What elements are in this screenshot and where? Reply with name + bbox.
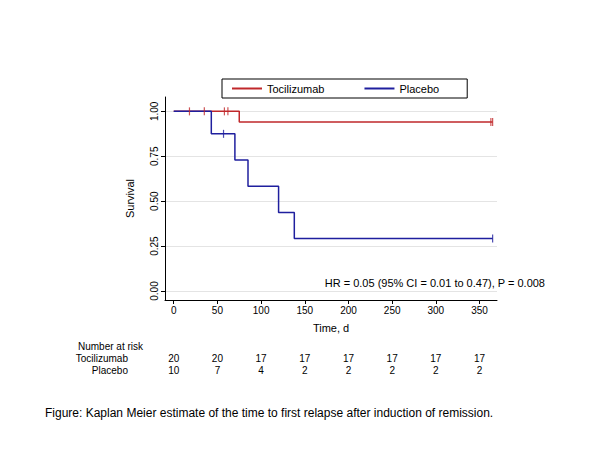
svg-text:Survival: Survival <box>124 179 136 218</box>
svg-text:0.50: 0.50 <box>149 191 160 211</box>
svg-text:Placebo: Placebo <box>92 365 129 376</box>
svg-text:0: 0 <box>171 305 177 316</box>
svg-text:17: 17 <box>256 353 268 364</box>
svg-text:150: 150 <box>296 305 313 316</box>
svg-text:Placebo: Placebo <box>399 83 439 95</box>
svg-text:2: 2 <box>346 365 352 376</box>
svg-text:Number at risk: Number at risk <box>78 341 144 352</box>
svg-text:17: 17 <box>387 353 399 364</box>
svg-text:17: 17 <box>299 353 311 364</box>
svg-text:0.00: 0.00 <box>149 281 160 301</box>
svg-text:2: 2 <box>477 365 483 376</box>
svg-text:350: 350 <box>471 305 488 316</box>
svg-text:17: 17 <box>474 353 486 364</box>
svg-text:200: 200 <box>340 305 357 316</box>
svg-text:10: 10 <box>168 365 180 376</box>
svg-text:20: 20 <box>212 353 224 364</box>
svg-text:100: 100 <box>253 305 270 316</box>
svg-text:2: 2 <box>302 365 308 376</box>
svg-text:HR = 0.05 (95% CI = 0.01 to 0.: HR = 0.05 (95% CI = 0.01 to 0.47), P = 0… <box>325 277 545 289</box>
svg-text:7: 7 <box>215 365 221 376</box>
svg-text:20: 20 <box>168 353 180 364</box>
svg-text:17: 17 <box>343 353 355 364</box>
svg-text:4: 4 <box>258 365 264 376</box>
svg-text:1.00: 1.00 <box>149 101 160 121</box>
svg-text:2: 2 <box>389 365 395 376</box>
svg-text:50: 50 <box>212 305 224 316</box>
svg-text:0.25: 0.25 <box>149 236 160 256</box>
svg-text:Figure: Kaplan Meier estimate: Figure: Kaplan Meier estimate of the tim… <box>45 406 493 420</box>
svg-text:300: 300 <box>427 305 444 316</box>
svg-text:Time, d: Time, d <box>313 322 349 334</box>
svg-text:2: 2 <box>433 365 439 376</box>
svg-text:Tocilizumab: Tocilizumab <box>76 353 129 364</box>
svg-text:Tocilizumab: Tocilizumab <box>267 83 324 95</box>
svg-text:17: 17 <box>430 353 442 364</box>
svg-text:0.75: 0.75 <box>149 146 160 166</box>
svg-text:250: 250 <box>384 305 401 316</box>
